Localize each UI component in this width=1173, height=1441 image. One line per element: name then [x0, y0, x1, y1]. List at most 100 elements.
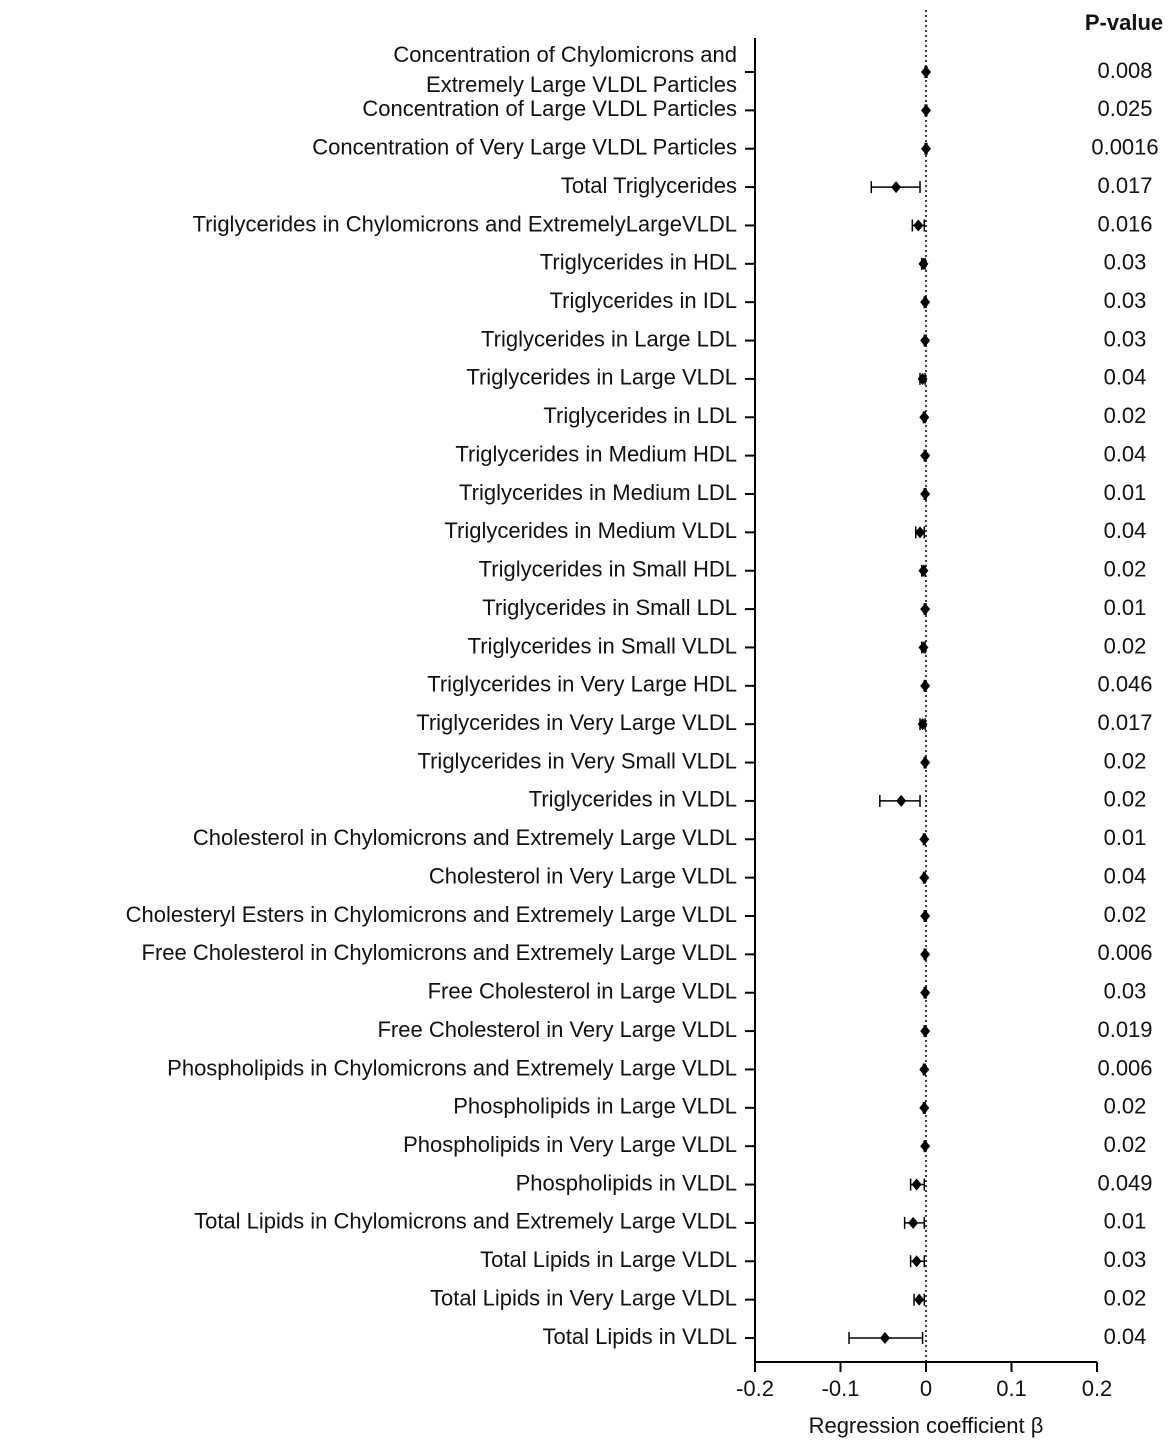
estimate-point [917, 718, 928, 731]
estimate-point [908, 1216, 919, 1229]
p-value-label: 0.016 [1097, 211, 1152, 236]
p-value-label: 0.03 [1104, 326, 1147, 351]
p-value-label: 0.04 [1104, 1324, 1147, 1349]
category-label: Triglycerides in Medium HDL [455, 441, 737, 466]
estimate-point [920, 1025, 931, 1038]
category-label: Total Lipids in Large VLDL [480, 1247, 737, 1272]
category-label: Concentration of Chylomicrons and Extreme… [393, 42, 737, 97]
category-label: Triglycerides in Large VLDL [466, 365, 737, 390]
estimate-point [919, 871, 930, 884]
category-label: Cholesterol in Very Large VLDL [429, 863, 737, 888]
p-value-header: P-value [1085, 10, 1163, 35]
p-value-label: 0.03 [1104, 250, 1147, 275]
p-value-label: 0.02 [1104, 902, 1147, 927]
p-value-label: 0.0016 [1091, 135, 1158, 160]
estimate-point [921, 142, 931, 155]
p-value-label: 0.006 [1097, 940, 1152, 965]
estimate-point [920, 756, 931, 769]
p-value-label: 0.03 [1104, 288, 1147, 313]
estimate-point [917, 372, 928, 385]
category-label: Triglycerides in Very Large HDL [427, 672, 737, 697]
p-value-label: 0.017 [1097, 173, 1152, 198]
p-value-label: 0.03 [1104, 979, 1147, 1004]
estimate-point [919, 1063, 930, 1076]
category-label: Free Cholesterol in Chylomicrons and Ext… [142, 940, 737, 965]
estimate-point [920, 296, 931, 309]
category-label: Triglycerides in LDL [543, 403, 737, 428]
category-label: Phospholipids in Chylomicrons and Extrem… [167, 1055, 737, 1080]
category-label: Cholesterol in Chylomicrons and Extremel… [193, 825, 737, 850]
category-label: Phospholipids in VLDL [516, 1170, 737, 1195]
p-value-label: 0.01 [1104, 1209, 1147, 1234]
p-value-label: 0.017 [1097, 710, 1152, 735]
p-value-label: 0.02 [1104, 1285, 1147, 1310]
x-tick-label: 0 [920, 1376, 932, 1401]
estimate-point [918, 641, 929, 654]
p-value-label: 0.04 [1104, 441, 1147, 466]
p-value-label: 0.02 [1104, 1094, 1147, 1119]
estimate-point [920, 679, 931, 692]
p-value-label: 0.02 [1104, 633, 1147, 658]
estimate-point [920, 910, 931, 922]
estimate-point [921, 66, 931, 78]
category-label: Triglycerides in Medium LDL [459, 480, 737, 505]
estimate-point [911, 1178, 922, 1191]
estimate-point [920, 449, 931, 462]
estimate-point [911, 1255, 922, 1268]
category-label: Concentration of Very Large VLDL Particl… [312, 135, 737, 160]
estimate-point [920, 488, 931, 500]
p-value-label: 0.049 [1097, 1170, 1152, 1195]
estimate-point [920, 948, 931, 961]
category-label: Triglycerides in Very Large VLDL [416, 710, 737, 735]
category-label: Triglycerides in Small HDL [479, 557, 737, 582]
category-label: Triglycerides in Small VLDL [468, 633, 737, 658]
category-label: Phospholipids in Very Large VLDL [403, 1132, 737, 1157]
category-label: Triglycerides in HDL [540, 250, 737, 275]
estimate-point [896, 794, 907, 807]
p-value-label: 0.019 [1097, 1017, 1152, 1042]
x-tick-label: -0.2 [736, 1376, 774, 1401]
p-value-label: 0.02 [1104, 1132, 1147, 1157]
estimate-point [879, 1332, 890, 1344]
p-value-label: 0.04 [1104, 365, 1147, 390]
p-value-label: 0.046 [1097, 672, 1152, 697]
category-label: Free Cholesterol in Very Large VLDL [377, 1017, 737, 1042]
category-label: Triglycerides in IDL [550, 288, 737, 313]
p-value-label: 0.03 [1104, 1247, 1147, 1272]
estimate-point [891, 181, 902, 194]
p-value-label: 0.02 [1104, 787, 1147, 812]
estimate-point [919, 833, 930, 846]
category-label: Triglycerides in VLDL [529, 787, 737, 812]
category-label: Triglycerides in Small LDL [482, 595, 737, 620]
x-tick-label: 0.2 [1082, 1376, 1113, 1401]
estimate-point [918, 564, 929, 577]
category-label: Total Triglycerides [561, 173, 737, 198]
estimate-point [918, 257, 929, 270]
category-label: Cholesteryl Esters in Chylomicrons and E… [126, 902, 737, 927]
estimate-point [919, 1101, 930, 1114]
category-label: Total Lipids in Chylomicrons and Extreme… [194, 1209, 737, 1234]
p-value-label: 0.04 [1104, 863, 1147, 888]
p-value-label: 0.01 [1104, 595, 1147, 620]
estimate-point [915, 526, 926, 539]
category-label: Free Cholesterol in Large VLDL [428, 979, 737, 1004]
p-value-label: 0.01 [1104, 480, 1147, 505]
estimate-point [920, 334, 931, 347]
category-label: Triglycerides in Chylomicrons and Extrem… [192, 211, 737, 236]
p-value-label: 0.02 [1104, 557, 1147, 582]
category-label: Total Lipids in Very Large VLDL [430, 1285, 737, 1310]
category-label: Triglycerides in Medium VLDL [444, 518, 737, 543]
category-label: Triglycerides in Very Small VLDL [417, 748, 737, 773]
p-value-label: 0.006 [1097, 1055, 1152, 1080]
category-label: Total Lipids in VLDL [543, 1324, 737, 1349]
estimate-point [919, 411, 930, 424]
estimate-point [921, 104, 931, 117]
x-tick-label: 0.1 [996, 1376, 1027, 1401]
p-value-label: 0.02 [1104, 403, 1147, 428]
p-value-label: 0.02 [1104, 748, 1147, 773]
estimate-point [920, 603, 931, 616]
estimate-point [920, 1140, 931, 1153]
x-axis-label: Regression coefficient β [809, 1413, 1044, 1438]
estimate-point [913, 219, 924, 232]
